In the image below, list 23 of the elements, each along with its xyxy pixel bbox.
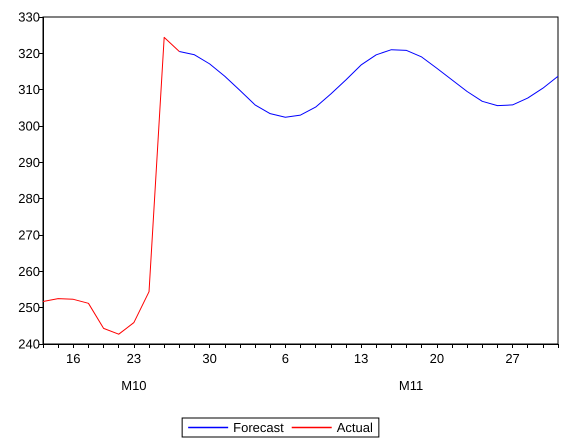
x-tick-label: 23 (126, 351, 142, 366)
x-tick-label: 16 (66, 351, 81, 366)
legend-label: Actual (336, 420, 373, 435)
x-tick-label: 30 (202, 351, 217, 366)
y-tick-label: 280 (18, 191, 40, 206)
y-tick-label: 290 (18, 154, 40, 170)
x-tick-label: 27 (505, 351, 520, 366)
y-tick-label: 270 (18, 228, 40, 242)
y-tick-label: 310 (18, 82, 40, 98)
y-tick-label: 330 (18, 10, 40, 24)
y-tick-label: 320 (18, 46, 40, 61)
line-series (178, 49, 558, 118)
y-tick-label: 250 (18, 300, 40, 316)
line-series (42, 36, 180, 335)
text: M11 (398, 378, 424, 393)
x-tick-label: 20 (430, 351, 444, 366)
y-tick-label: 300 (18, 118, 40, 134)
y-tick-label: 260 (18, 264, 40, 279)
x-tick-label: 6 (282, 351, 289, 366)
text: M10 (121, 378, 147, 393)
legend-label: Forecast (233, 420, 284, 435)
x-tick-label: 13 (354, 351, 368, 366)
y-tick-label: 240 (18, 336, 40, 352)
